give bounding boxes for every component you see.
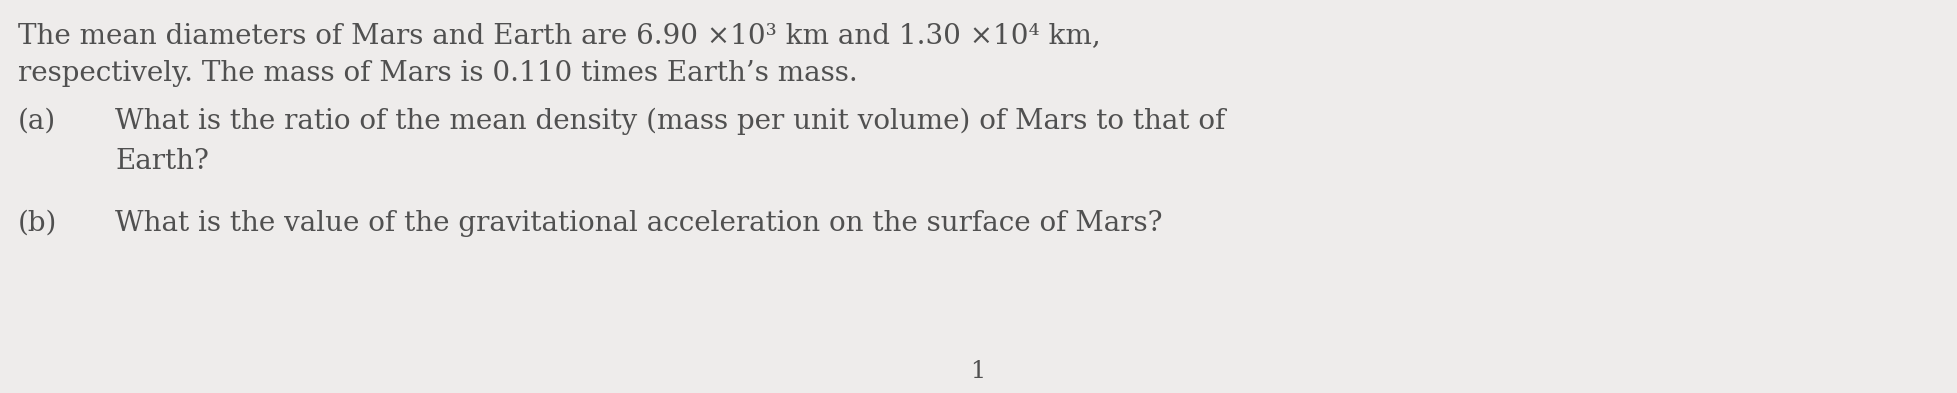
Text: Earth?: Earth? bbox=[115, 148, 209, 175]
Text: 1: 1 bbox=[971, 360, 986, 383]
Text: What is the value of the gravitational acceleration on the surface of Mars?: What is the value of the gravitational a… bbox=[115, 210, 1162, 237]
Text: respectively. The mass of Mars is 0.110 times Earth’s mass.: respectively. The mass of Mars is 0.110 … bbox=[18, 60, 857, 87]
Text: What is the ratio of the mean density (mass per unit volume) of Mars to that of: What is the ratio of the mean density (m… bbox=[115, 108, 1225, 135]
Text: (b): (b) bbox=[18, 210, 57, 237]
Text: The mean diameters of Mars and Earth are 6.90 ×10³ km and 1.30 ×10⁴ km,: The mean diameters of Mars and Earth are… bbox=[18, 22, 1100, 49]
Text: (a): (a) bbox=[18, 108, 57, 135]
